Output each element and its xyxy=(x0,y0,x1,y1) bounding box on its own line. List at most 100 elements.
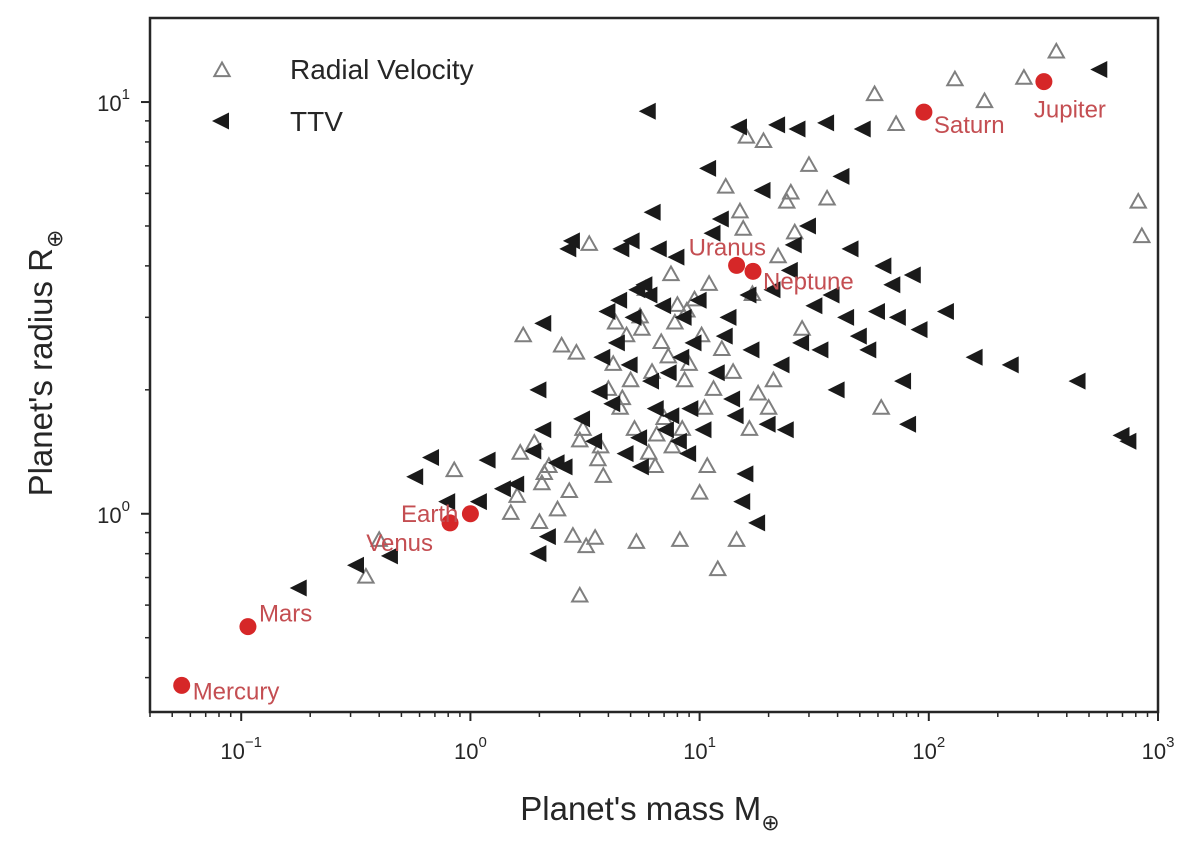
tick-exponent: −1 xyxy=(245,734,262,751)
ttv-point xyxy=(674,308,692,326)
ttv-point xyxy=(788,120,806,138)
tick-base: 10 xyxy=(97,503,121,528)
ttv-point xyxy=(726,407,744,425)
ttv-point xyxy=(529,545,547,563)
x-axis-label-subscript: ⊕ xyxy=(761,810,779,835)
ttv-point xyxy=(662,407,680,425)
ttv-point xyxy=(874,257,892,275)
rv-point xyxy=(627,532,646,549)
rv-point xyxy=(530,512,549,530)
rv-point xyxy=(670,530,690,547)
rv-point xyxy=(945,69,965,87)
y-axis-label-subscript: ⊕ xyxy=(42,230,67,248)
tick-base: 10 xyxy=(683,739,707,764)
ttv-point xyxy=(406,468,424,486)
ttv-point xyxy=(534,421,552,439)
planet-neptune xyxy=(744,262,762,280)
ttv-point xyxy=(1119,432,1137,450)
ttv-point xyxy=(598,302,616,320)
ttv-point xyxy=(817,114,835,132)
rv-point xyxy=(662,436,682,454)
ttv-point xyxy=(610,291,628,309)
rv-point xyxy=(579,234,599,251)
ttv-point xyxy=(616,445,634,463)
tick-exponent: 0 xyxy=(478,734,486,751)
rv-point xyxy=(672,419,692,436)
rv-point xyxy=(507,486,527,503)
ttv-point xyxy=(562,232,580,250)
tick-base: 10 xyxy=(1142,739,1166,764)
ttv-point xyxy=(555,458,573,476)
ttv-point xyxy=(689,291,707,309)
x-tick-label-3: 102 xyxy=(912,734,945,764)
rv-point xyxy=(768,246,788,264)
rv-point xyxy=(754,131,773,149)
ttv-point xyxy=(936,302,954,320)
rv-point xyxy=(632,319,652,336)
ttv-point xyxy=(715,327,733,345)
rv-point xyxy=(690,482,709,500)
rv-point xyxy=(886,114,906,131)
rv-point xyxy=(781,182,801,200)
ttv-point xyxy=(903,266,921,284)
legend-radial-velocity-marker xyxy=(212,60,232,78)
rv-point xyxy=(727,530,746,547)
ttv-point xyxy=(478,451,496,469)
rv-point xyxy=(759,398,778,415)
ttv-point xyxy=(624,308,642,326)
ttv-point xyxy=(894,372,912,390)
tick-exponent: 3 xyxy=(1166,734,1174,751)
legend-radial-velocity-label: Radial Velocity xyxy=(290,54,474,85)
ttv-point xyxy=(899,415,917,433)
ttv-point xyxy=(792,334,810,352)
ttv-point xyxy=(776,421,794,439)
rv-point xyxy=(792,319,812,336)
ttv-point xyxy=(538,528,556,546)
ttv-point xyxy=(827,381,845,399)
ttv-series xyxy=(289,60,1137,597)
ttv-point xyxy=(822,286,840,304)
ttv-point xyxy=(612,240,630,258)
ttv-point xyxy=(622,232,640,250)
rv-point xyxy=(1132,226,1152,244)
ttv-point xyxy=(620,356,638,374)
rv-point xyxy=(573,419,593,436)
ttv-point xyxy=(607,334,625,352)
planet-label-mars: Mars xyxy=(259,601,312,628)
ttv-point xyxy=(667,248,685,266)
rv-point xyxy=(799,155,819,172)
ttv-point xyxy=(638,102,656,120)
rv-point xyxy=(645,456,665,473)
rv-point xyxy=(1128,192,1148,209)
ttv-point xyxy=(742,341,760,359)
ttv-point xyxy=(758,415,776,433)
ttv-point xyxy=(883,276,901,294)
ttv-point xyxy=(965,348,983,366)
ttv-point xyxy=(739,286,757,304)
ttv-point xyxy=(603,395,621,413)
ttv-point xyxy=(1090,60,1108,78)
ttv-point xyxy=(534,314,552,332)
ttv-point xyxy=(649,240,667,258)
rv-point xyxy=(621,370,640,388)
rv-point xyxy=(532,473,552,491)
rv-point xyxy=(704,379,723,396)
planet-jupiter xyxy=(1035,73,1053,91)
ttv-point xyxy=(1068,372,1086,390)
rv-point xyxy=(871,398,891,415)
ttv-point xyxy=(849,327,867,345)
ttv-point xyxy=(684,334,702,352)
ttv-point xyxy=(524,442,542,460)
ttv-point xyxy=(910,321,928,339)
legend-ttv-label: TTV xyxy=(290,106,343,137)
tick-base: 10 xyxy=(97,91,121,116)
rv-point xyxy=(740,419,759,436)
rv-point xyxy=(697,456,717,473)
ttv-point xyxy=(631,458,649,476)
planet-mercury xyxy=(173,676,191,694)
rv-point xyxy=(712,339,732,357)
rv-point xyxy=(699,274,719,291)
